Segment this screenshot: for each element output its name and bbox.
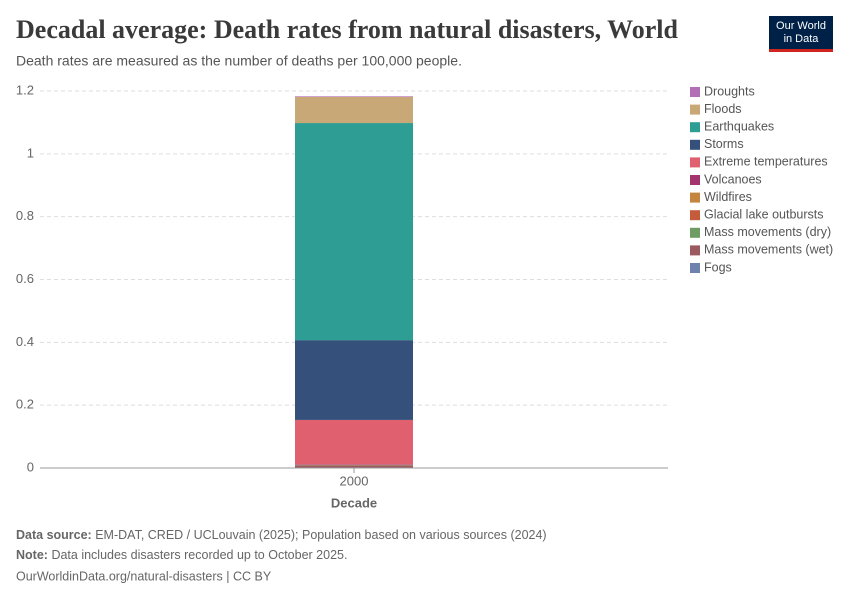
y-tick-label: 1 bbox=[27, 145, 34, 160]
legend-swatch[interactable] bbox=[690, 228, 700, 238]
legend-label[interactable]: Mass movements (wet) bbox=[704, 243, 833, 257]
legend-label[interactable]: Floods bbox=[704, 102, 742, 116]
legend-swatch[interactable] bbox=[690, 210, 700, 220]
x-tick-label: 2000 bbox=[340, 473, 369, 488]
legend-label[interactable]: Mass movements (dry) bbox=[704, 225, 831, 239]
bar-segment bbox=[295, 464, 413, 465]
bar-segment bbox=[295, 340, 413, 420]
y-tick-label: 0.2 bbox=[16, 397, 34, 412]
source: Data source: EM-DAT, CRED / UCLouvain (2… bbox=[16, 528, 547, 542]
legend-label[interactable]: Wildfires bbox=[704, 190, 752, 204]
legend-swatch[interactable] bbox=[690, 175, 700, 185]
legend-swatch[interactable] bbox=[690, 263, 700, 273]
legend-label[interactable]: Volcanoes bbox=[704, 172, 762, 186]
chart-title: Decadal average: Death rates from natura… bbox=[16, 15, 678, 44]
legend-label[interactable]: Storms bbox=[704, 137, 744, 151]
logo[interactable]: Our World in Data bbox=[769, 16, 833, 52]
note-label: Note: bbox=[16, 548, 48, 562]
y-tick-label: 0.8 bbox=[16, 208, 34, 223]
y-tick-label: 1.2 bbox=[16, 82, 34, 97]
legend-swatch[interactable] bbox=[690, 140, 700, 150]
bar-segment bbox=[295, 96, 413, 97]
chart-subtitle: Death rates are measured as the number o… bbox=[16, 53, 462, 69]
legend-label[interactable]: Fogs bbox=[704, 260, 732, 274]
source-label: Data source: bbox=[16, 528, 92, 542]
y-tick-label: 0 bbox=[27, 459, 34, 474]
legend-swatch[interactable] bbox=[690, 105, 700, 115]
legend-swatch[interactable] bbox=[690, 193, 700, 203]
source-text: EM-DAT, CRED / UCLouvain (2025); Populat… bbox=[95, 528, 546, 542]
legend-label[interactable]: Droughts bbox=[704, 84, 755, 98]
legend-swatch[interactable] bbox=[690, 87, 700, 97]
logo-text: Our World bbox=[776, 20, 826, 32]
y-tick-label: 0.6 bbox=[16, 271, 34, 286]
logo-text: in Data bbox=[784, 33, 820, 45]
legend-label[interactable]: Extreme temperatures bbox=[704, 155, 828, 169]
y-tick-label: 0.4 bbox=[16, 334, 34, 349]
bar-segment bbox=[295, 420, 413, 464]
footer: OurWorldinData.org/natural-disasters | C… bbox=[16, 569, 272, 583]
legend-swatch[interactable] bbox=[690, 157, 700, 167]
note-text: Data includes disasters recorded up to O… bbox=[51, 548, 347, 562]
logo-bar bbox=[769, 49, 833, 52]
note: Note: Data includes disasters recorded u… bbox=[16, 548, 347, 562]
legend-swatch[interactable] bbox=[690, 245, 700, 255]
x-axis-title: Decade bbox=[331, 495, 377, 510]
bar-segment bbox=[295, 123, 413, 340]
legend-swatch[interactable] bbox=[690, 122, 700, 132]
legend-label[interactable]: Glacial lake outbursts bbox=[704, 207, 824, 221]
bar-segment bbox=[295, 97, 413, 123]
legend-label[interactable]: Earthquakes bbox=[704, 119, 774, 133]
